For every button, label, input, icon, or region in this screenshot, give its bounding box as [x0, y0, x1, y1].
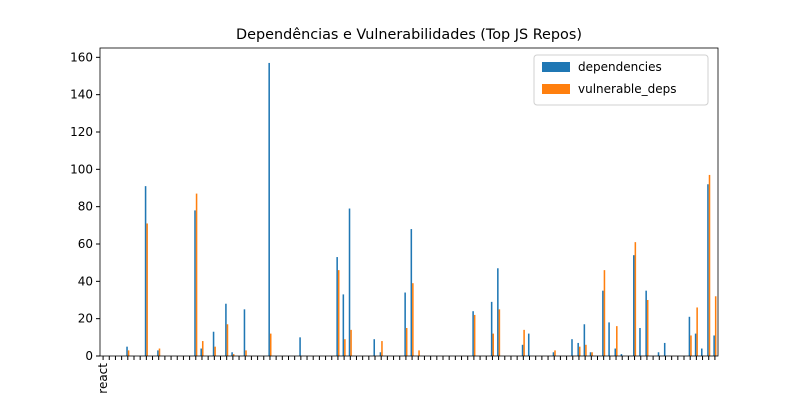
bar	[231, 352, 233, 356]
bar	[523, 329, 525, 356]
bar	[554, 350, 556, 356]
legend-swatch	[542, 62, 570, 72]
bar	[663, 342, 666, 356]
bar	[492, 333, 494, 356]
bar	[498, 309, 501, 356]
bar	[337, 270, 340, 356]
bar	[707, 184, 709, 356]
bar	[657, 352, 660, 356]
bar	[696, 307, 698, 356]
bar	[350, 329, 352, 356]
bar	[342, 294, 345, 356]
bar	[577, 342, 579, 356]
bar	[245, 350, 247, 356]
bar	[473, 314, 476, 356]
bar	[472, 311, 474, 356]
y-tick-label: 140	[70, 88, 93, 102]
bar	[497, 268, 499, 356]
bar	[591, 352, 593, 356]
bar	[602, 290, 604, 356]
bar	[552, 352, 555, 356]
bar	[348, 208, 351, 356]
bar	[344, 339, 346, 356]
bar	[701, 348, 703, 356]
bar	[158, 348, 161, 356]
bar	[585, 344, 587, 356]
bar	[127, 350, 130, 356]
bar	[194, 210, 196, 356]
bar	[144, 186, 147, 356]
bar	[195, 193, 198, 356]
bar	[268, 62, 270, 356]
bar	[633, 255, 635, 356]
bar	[603, 270, 606, 356]
bar	[146, 223, 148, 356]
bar	[212, 331, 215, 356]
bar	[232, 354, 235, 356]
y-tick-label: 100	[70, 162, 93, 176]
bar	[714, 296, 717, 356]
bar	[527, 333, 530, 356]
legend-swatch	[542, 84, 570, 94]
bar	[405, 328, 408, 356]
y-tick-label: 80	[78, 200, 93, 214]
bar	[225, 303, 227, 356]
bar	[410, 229, 413, 356]
bar	[583, 324, 586, 356]
bar	[243, 309, 246, 356]
bar	[214, 346, 216, 356]
y-tick-label: 120	[70, 125, 93, 139]
bar	[634, 242, 637, 356]
bar	[646, 300, 649, 356]
x-tick-label: react	[96, 363, 110, 394]
legend-label: dependencies	[578, 60, 662, 74]
bar	[373, 339, 376, 356]
chart-title: Dependências e Vulnerabilidades (Top JS …	[236, 27, 582, 43]
bar	[521, 344, 524, 356]
bar	[379, 352, 382, 356]
bar	[299, 337, 301, 356]
bar	[589, 352, 592, 356]
bar	[490, 301, 493, 356]
legend-label: vulnerable_deps	[578, 82, 677, 96]
bar	[713, 335, 715, 356]
bar	[126, 346, 128, 356]
bar	[226, 324, 229, 356]
y-tick-label: 0	[85, 349, 93, 363]
bar	[418, 350, 420, 356]
bar	[336, 257, 338, 356]
bar	[614, 348, 617, 356]
bar	[381, 341, 383, 356]
bar	[690, 335, 692, 356]
bar	[412, 283, 414, 356]
y-tick-label: 160	[70, 50, 93, 64]
bar	[688, 316, 691, 356]
bar	[708, 174, 711, 356]
plot-frame	[99, 47, 719, 357]
bar	[157, 350, 159, 356]
bar	[578, 346, 581, 356]
bar	[571, 339, 573, 356]
bar	[200, 348, 202, 356]
bar	[608, 322, 610, 356]
bar	[694, 333, 697, 356]
legend-box	[533, 54, 709, 106]
bar	[404, 292, 406, 356]
legend: dependencies vulnerable_deps	[533, 54, 709, 106]
y-tick-label: 60	[78, 237, 93, 251]
bar	[639, 328, 641, 356]
bar	[620, 354, 623, 356]
bar	[645, 290, 647, 356]
y-tick-label: 20	[78, 312, 93, 326]
y-tick-label: 40	[78, 274, 93, 288]
bar	[616, 326, 618, 356]
bar	[269, 333, 272, 356]
bar	[201, 341, 204, 356]
